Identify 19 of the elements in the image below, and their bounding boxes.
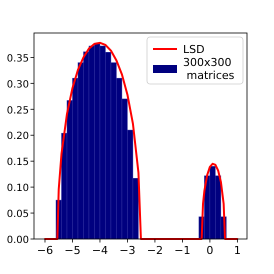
legend-label: LSD [183, 43, 205, 56]
legend-label: 300x300 matrices [183, 56, 235, 82]
x-tick-label: −6 [36, 244, 54, 257]
x-tick-label: −5 [64, 244, 81, 257]
x-tick-label: −2 [146, 244, 164, 257]
y-tick-label: 0.15 [6, 157, 29, 168]
line-series [44, 42, 238, 240]
y-tick-label: 0.25 [6, 105, 29, 116]
x-tick-label: 1 [234, 244, 241, 257]
y-tick-label: 0.30 [6, 79, 29, 90]
y-tick-label: 0.35 [6, 53, 29, 64]
x-tick-label: 0 [206, 244, 214, 257]
y-tick-label: 0.00 [6, 235, 29, 246]
y-tick-label: 0.10 [6, 183, 29, 194]
x-tick-label: −3 [119, 244, 136, 257]
x-tick-label: −4 [92, 244, 108, 257]
x-tick-label: −1 [174, 244, 191, 257]
y-tick-label: 0.05 [6, 209, 29, 220]
y-tick-label: 0.20 [6, 131, 29, 142]
